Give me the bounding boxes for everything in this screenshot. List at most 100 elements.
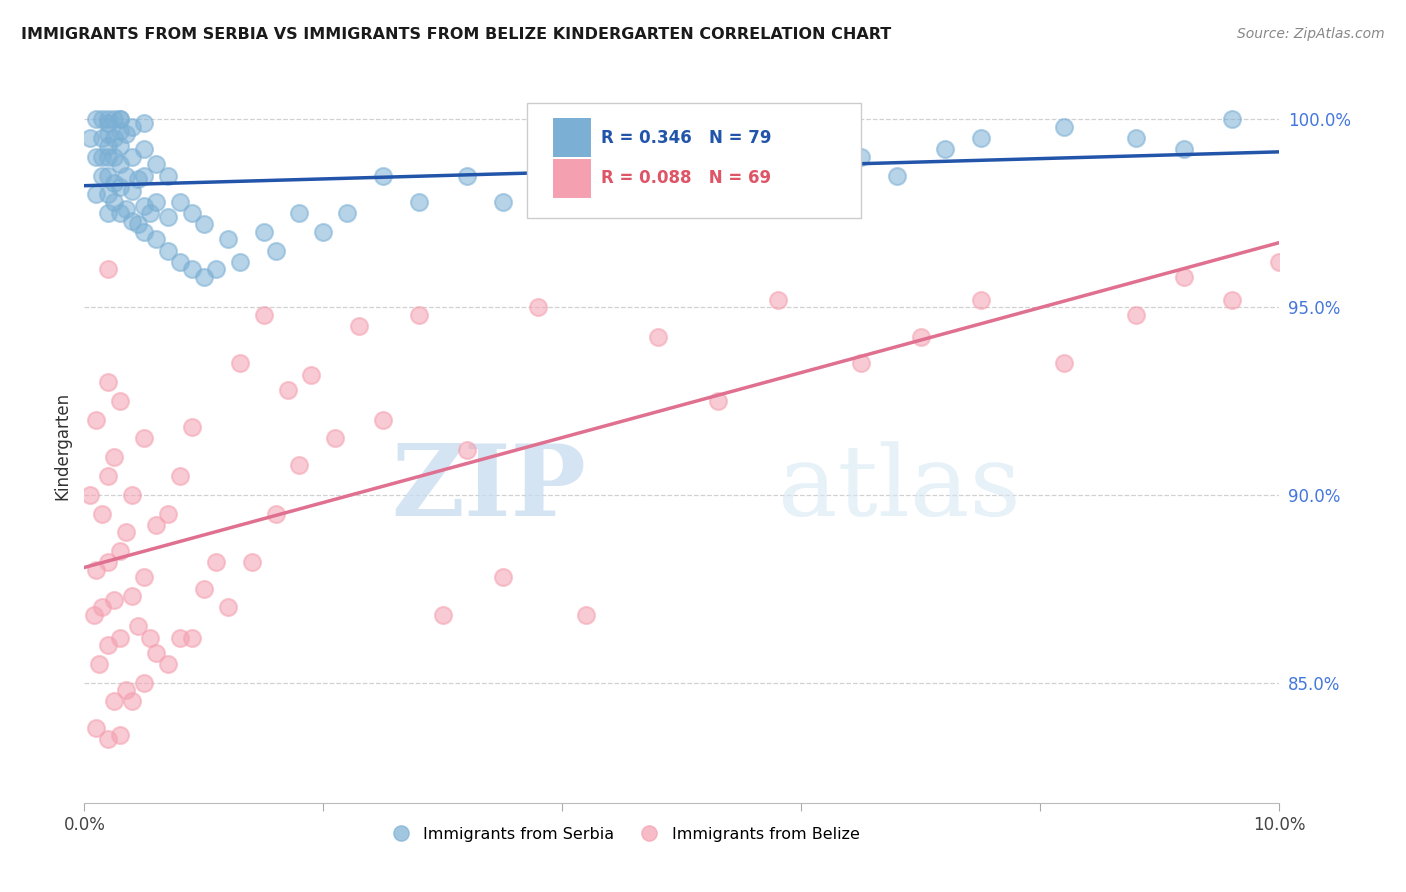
- Point: [110, 728, 132, 742]
- Point: [132, 142, 156, 156]
- Point: [408, 308, 430, 322]
- Point: [1125, 131, 1147, 145]
- Point: [97, 375, 120, 389]
- Point: [110, 123, 132, 137]
- Point: [181, 420, 204, 434]
- Point: [83, 607, 105, 622]
- Point: [139, 631, 162, 645]
- Point: [103, 593, 125, 607]
- Point: [157, 244, 180, 258]
- Point: [115, 202, 138, 217]
- Point: [91, 150, 114, 164]
- Point: [97, 150, 120, 164]
- Point: [492, 570, 515, 584]
- Point: [181, 262, 204, 277]
- Point: [277, 383, 299, 397]
- Point: [103, 194, 125, 209]
- Point: [97, 138, 120, 153]
- Point: [169, 255, 191, 269]
- Legend: Immigrants from Serbia, Immigrants from Belize: Immigrants from Serbia, Immigrants from …: [378, 821, 866, 848]
- Point: [97, 116, 120, 130]
- Point: [121, 589, 143, 603]
- Point: [79, 131, 101, 145]
- Point: [86, 563, 108, 577]
- Text: R = 0.088   N = 69: R = 0.088 N = 69: [600, 169, 770, 187]
- Point: [910, 330, 932, 344]
- Point: [97, 638, 120, 652]
- Point: [647, 330, 669, 344]
- Text: IMMIGRANTS FROM SERBIA VS IMMIGRANTS FROM BELIZE KINDERGARTEN CORRELATION CHART: IMMIGRANTS FROM SERBIA VS IMMIGRANTS FRO…: [21, 27, 891, 42]
- Point: [288, 206, 311, 220]
- Point: [169, 194, 191, 209]
- Point: [110, 179, 132, 194]
- Point: [103, 450, 125, 465]
- Point: [157, 169, 180, 183]
- Point: [97, 262, 120, 277]
- Point: [110, 112, 132, 127]
- Point: [373, 413, 395, 427]
- Point: [121, 120, 143, 134]
- Point: [193, 270, 215, 285]
- Point: [110, 157, 132, 171]
- Point: [408, 194, 430, 209]
- Point: [169, 469, 191, 483]
- Point: [349, 318, 371, 333]
- Point: [97, 169, 120, 183]
- Point: [121, 694, 143, 708]
- Point: [456, 169, 478, 183]
- Point: [91, 131, 114, 145]
- Point: [110, 138, 132, 153]
- Point: [97, 187, 120, 202]
- Point: [145, 194, 167, 209]
- Point: [86, 150, 108, 164]
- Point: [103, 176, 125, 190]
- Point: [205, 262, 228, 277]
- Point: [86, 413, 108, 427]
- Point: [132, 432, 156, 446]
- Point: [97, 128, 120, 142]
- Point: [86, 187, 108, 202]
- Point: [110, 631, 132, 645]
- Point: [264, 507, 287, 521]
- Point: [132, 675, 156, 690]
- Point: [110, 393, 132, 408]
- Point: [851, 356, 873, 370]
- Point: [115, 128, 138, 142]
- Point: [886, 169, 908, 183]
- Point: [1053, 356, 1076, 370]
- Point: [115, 525, 138, 540]
- Point: [121, 213, 143, 227]
- Point: [731, 142, 754, 156]
- Point: [115, 683, 138, 698]
- Text: R = 0.346   N = 79: R = 0.346 N = 79: [600, 128, 770, 146]
- Point: [193, 582, 215, 596]
- Point: [181, 631, 204, 645]
- Point: [1220, 293, 1243, 307]
- Point: [432, 607, 454, 622]
- Y-axis label: Kindergarten: Kindergarten: [53, 392, 72, 500]
- Point: [193, 218, 215, 232]
- Point: [1220, 112, 1243, 127]
- Bar: [553, 118, 591, 157]
- Point: [91, 169, 114, 183]
- Point: [217, 232, 239, 246]
- Point: [145, 646, 167, 660]
- Point: [934, 142, 956, 156]
- Point: [373, 169, 395, 183]
- Point: [157, 210, 180, 224]
- Point: [103, 131, 125, 145]
- Point: [157, 507, 180, 521]
- Point: [288, 458, 311, 472]
- Point: [91, 112, 114, 127]
- Point: [91, 600, 114, 615]
- Point: [103, 112, 125, 127]
- Point: [205, 556, 228, 570]
- Point: [217, 600, 239, 615]
- Point: [492, 194, 515, 209]
- Point: [132, 570, 156, 584]
- Point: [115, 169, 138, 183]
- Point: [301, 368, 323, 382]
- Point: [707, 393, 730, 408]
- Point: [456, 442, 478, 457]
- Point: [121, 488, 143, 502]
